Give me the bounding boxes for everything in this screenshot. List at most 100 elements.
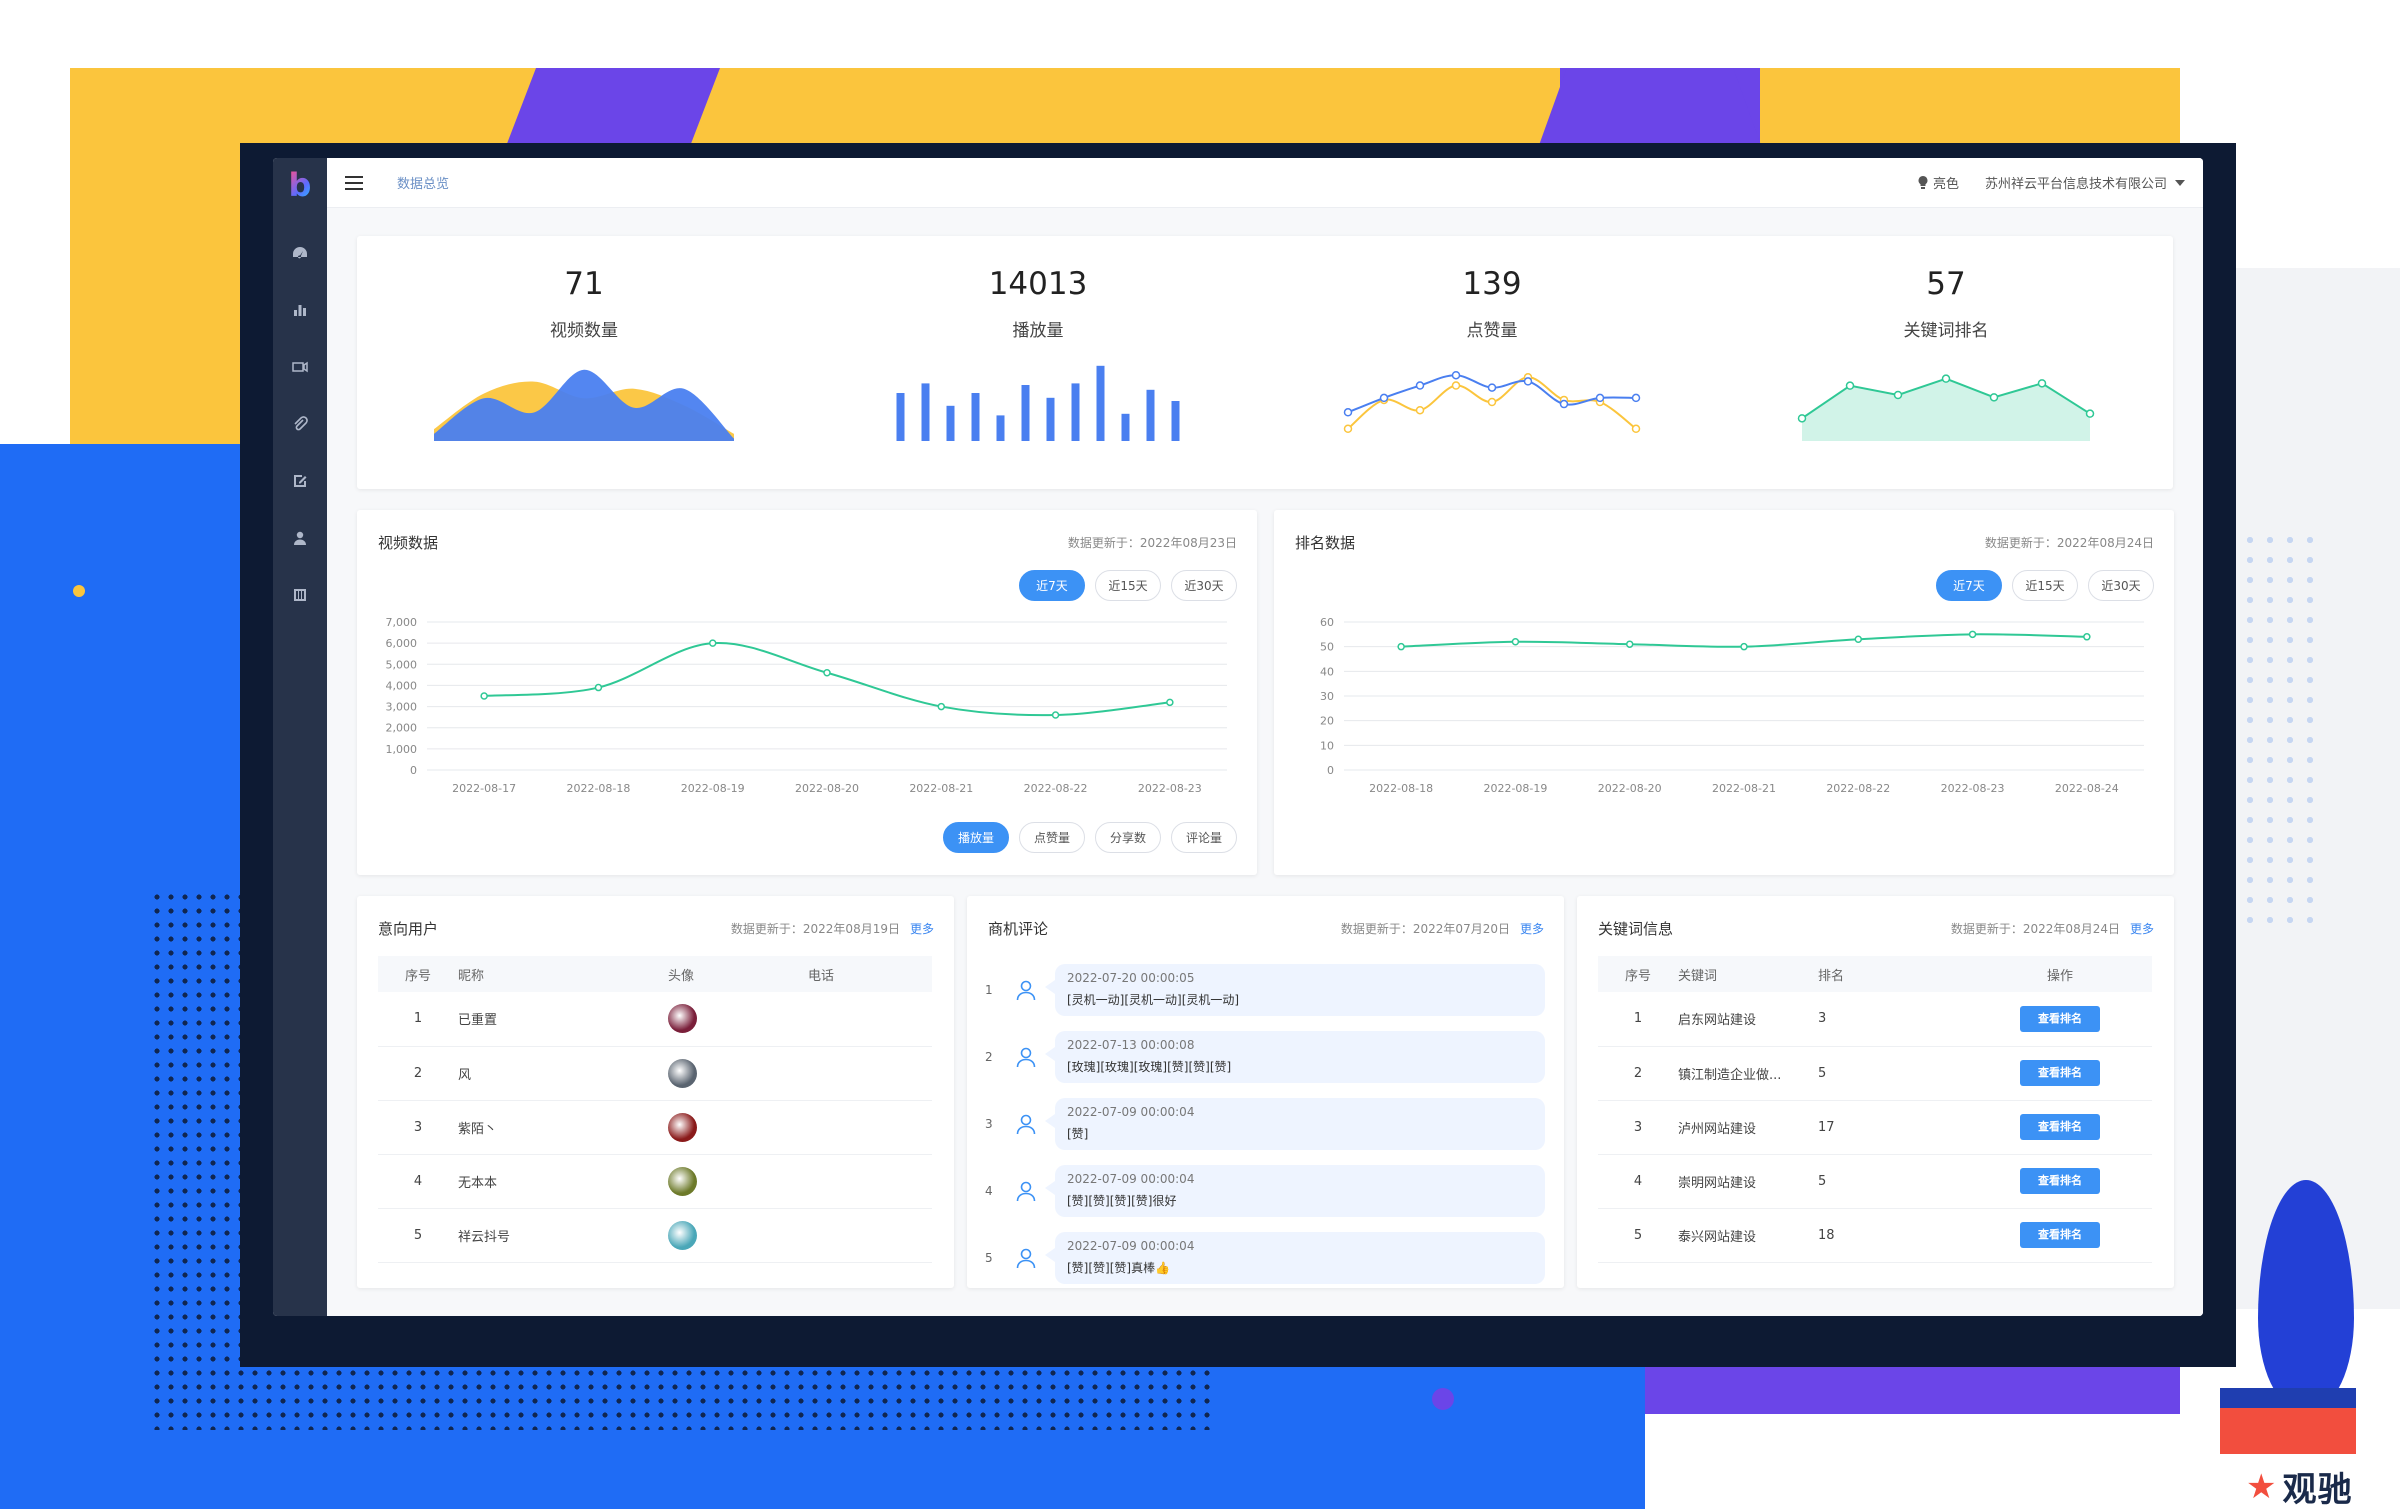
data-point: [1631, 424, 1641, 434]
company-dropdown[interactable]: 苏州祥云平台信息技术有限公司: [1985, 173, 2185, 192]
bar: [896, 393, 905, 441]
stat-label: 视频数量: [550, 321, 618, 341]
data-point[interactable]: [1968, 630, 1977, 639]
app-logo[interactable]: b: [288, 166, 312, 204]
data-point[interactable]: [1166, 698, 1174, 707]
view-rank-button[interactable]: 查看排名: [2020, 1114, 2100, 1140]
bar: [1146, 389, 1155, 441]
more-link[interactable]: 更多: [1519, 922, 1544, 936]
video-icon[interactable]: [273, 338, 327, 395]
data-point[interactable]: [594, 683, 603, 692]
comment-item: 5 2022-07-09 00:00:04 [赞][赞][赞]真棒👍: [985, 1224, 1545, 1291]
row-index: 3: [378, 1100, 458, 1155]
panel-title: 视频数据: [378, 534, 439, 552]
comment-time: 2022-07-09 00:00:04: [1067, 1171, 1195, 1186]
data-point: [1487, 397, 1497, 407]
tab-15-days[interactable]: 近15天: [2012, 570, 2078, 601]
data-point[interactable]: [1625, 640, 1634, 648]
table-row: 5 祥云抖号: [378, 1208, 932, 1263]
row-index: 1: [378, 992, 458, 1047]
panel-title: 关键词信息: [1598, 920, 1674, 938]
backdrop-dot-grid: [2220, 530, 2320, 930]
table-row: 4 无本本: [378, 1154, 932, 1209]
panel-title: 意向用户: [378, 920, 439, 938]
view-rank-button[interactable]: 查看排名: [2020, 1005, 2100, 1032]
tab-plays[interactable]: 播放量: [943, 822, 1009, 853]
tab-15-days[interactable]: 近15天: [1095, 570, 1161, 601]
view-rank-button[interactable]: 查看排名: [2020, 1060, 2100, 1086]
x-tick-label: 2022-08-19: [681, 782, 745, 795]
action-cell: 查看排名: [1968, 1046, 2152, 1101]
comment-bubble[interactable]: 2022-07-20 00:00:05 [灵机一动][灵机一动][灵机一动]: [1045, 963, 1545, 1016]
comment-bubble[interactable]: 2022-07-09 00:00:04 [赞]: [1045, 1097, 1545, 1150]
comment-item: 3 2022-07-09 00:00:04 [赞]: [985, 1090, 1545, 1157]
comment-item: 4 2022-07-09 00:00:04 [赞][赞][赞][赞]很好: [985, 1157, 1545, 1224]
edit-icon[interactable]: [273, 452, 327, 509]
avatar: [668, 1058, 697, 1088]
series-line: [484, 642, 1170, 717]
breadcrumb[interactable]: 数据总览: [397, 177, 450, 192]
action-cell: 查看排名: [1968, 992, 2152, 1047]
comment-bubble[interactable]: 2022-07-09 00:00:04 [赞][赞][赞]真棒👍: [1045, 1231, 1545, 1284]
series-line: [1347, 374, 1637, 414]
paperclip-icon[interactable]: [273, 395, 327, 452]
building-icon[interactable]: [273, 566, 327, 623]
avatar: [668, 1220, 697, 1250]
data-point[interactable]: [1051, 711, 1060, 719]
data-point[interactable]: [823, 668, 831, 677]
brand-watermark: ★ 观驰: [2246, 1462, 2352, 1509]
x-tick-label: 2022-08-21: [909, 782, 973, 795]
comment-list: 1 2022-07-20 00:00:05 [灵机一动][灵机一动][灵机一动] 2 2…: [985, 956, 1545, 1291]
main-area: 数据总览 亮色 苏州祥云平台信息技术有限公司 71 视频数量: [327, 158, 2203, 1316]
data-point[interactable]: [708, 639, 717, 647]
business-comments-panel: 商机评论 数据更新于：2022年07月20日 更多 1 2022-07-20 00…: [967, 896, 1564, 1288]
data-point[interactable]: [2083, 633, 2091, 641]
data-point[interactable]: [1511, 637, 1520, 646]
dashboard-icon[interactable]: [273, 224, 327, 281]
user-phone: [808, 1100, 932, 1155]
bar: [1121, 413, 1130, 441]
tab-7-days[interactable]: 近7天: [1019, 570, 1085, 601]
user-avatar-icon: [1007, 978, 1045, 1002]
comment-bubble[interactable]: 2022-07-13 00:00:08 [玫瑰][玫瑰][玫瑰][赞][赞][赞]: [1045, 1030, 1545, 1083]
comment-text: [灵机一动][灵机一动][灵机一动]: [1067, 992, 1240, 1007]
tab-30-days[interactable]: 近30天: [1171, 570, 1237, 601]
data-point[interactable]: [480, 692, 488, 700]
tab-comments[interactable]: 评论量: [1171, 822, 1237, 853]
data-point[interactable]: [1397, 642, 1405, 651]
caret-down-icon: [2175, 179, 2185, 186]
menu-toggle-icon[interactable]: [345, 175, 363, 190]
updated-date: 数据更新于：2022年07月20日: [1340, 922, 1510, 936]
stats-card: 71 视频数量 14013 播放量 139 点赞量 57 关键词排名: [357, 236, 2173, 489]
video-data-panel: 视频数据 数据更新于：2022年08月23日 近7天 近15天 近30天 0 1,…: [357, 510, 1257, 875]
tab-likes[interactable]: 点赞量: [1019, 822, 1085, 853]
data-point[interactable]: [1740, 642, 1748, 651]
data-point[interactable]: [1854, 635, 1863, 644]
tab-7-days[interactable]: 近7天: [1936, 570, 2002, 601]
row-index: 1: [1598, 992, 1678, 1047]
bar-chart-icon[interactable]: [273, 281, 327, 338]
data-point: [1631, 393, 1641, 403]
view-rank-button[interactable]: 查看排名: [2020, 1222, 2100, 1248]
bar: [1096, 365, 1105, 441]
user-nickname: 风: [458, 1046, 668, 1101]
more-link[interactable]: 更多: [2129, 922, 2154, 936]
more-link[interactable]: 更多: [909, 922, 934, 936]
user-icon[interactable]: [273, 509, 327, 566]
x-tick-label: 2022-08-17: [452, 782, 516, 795]
data-point: [1559, 399, 1569, 409]
keyword-rank: 18: [1818, 1208, 1968, 1263]
y-tick-label: 0: [1327, 764, 1334, 777]
comment-time: 2022-07-09 00:00:04: [1067, 1238, 1195, 1253]
bar: [971, 393, 980, 441]
table-row: 5 泰兴网站建设 18 查看排名: [1598, 1208, 2152, 1263]
bar: [946, 405, 955, 441]
data-point: [1451, 381, 1461, 390]
view-rank-button[interactable]: 查看排名: [2020, 1168, 2100, 1194]
comment-bubble[interactable]: 2022-07-09 00:00:04 [赞][赞][赞][赞]很好: [1045, 1164, 1545, 1217]
theme-toggle[interactable]: 亮色: [1918, 173, 1959, 192]
data-point[interactable]: [937, 702, 946, 711]
tab-30-days[interactable]: 近30天: [2088, 570, 2154, 601]
comment-time: 2022-07-09 00:00:04: [1067, 1104, 1195, 1119]
tab-shares[interactable]: 分享数: [1095, 822, 1161, 853]
